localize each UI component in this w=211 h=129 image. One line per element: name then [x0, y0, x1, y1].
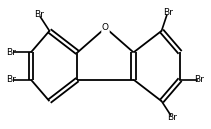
Text: Br: Br — [195, 75, 204, 84]
Text: Br: Br — [167, 113, 177, 122]
Text: Br: Br — [34, 10, 44, 19]
Text: Br: Br — [7, 48, 16, 57]
Text: Br: Br — [163, 8, 173, 17]
Text: Br: Br — [7, 75, 16, 84]
Text: O: O — [102, 23, 109, 32]
